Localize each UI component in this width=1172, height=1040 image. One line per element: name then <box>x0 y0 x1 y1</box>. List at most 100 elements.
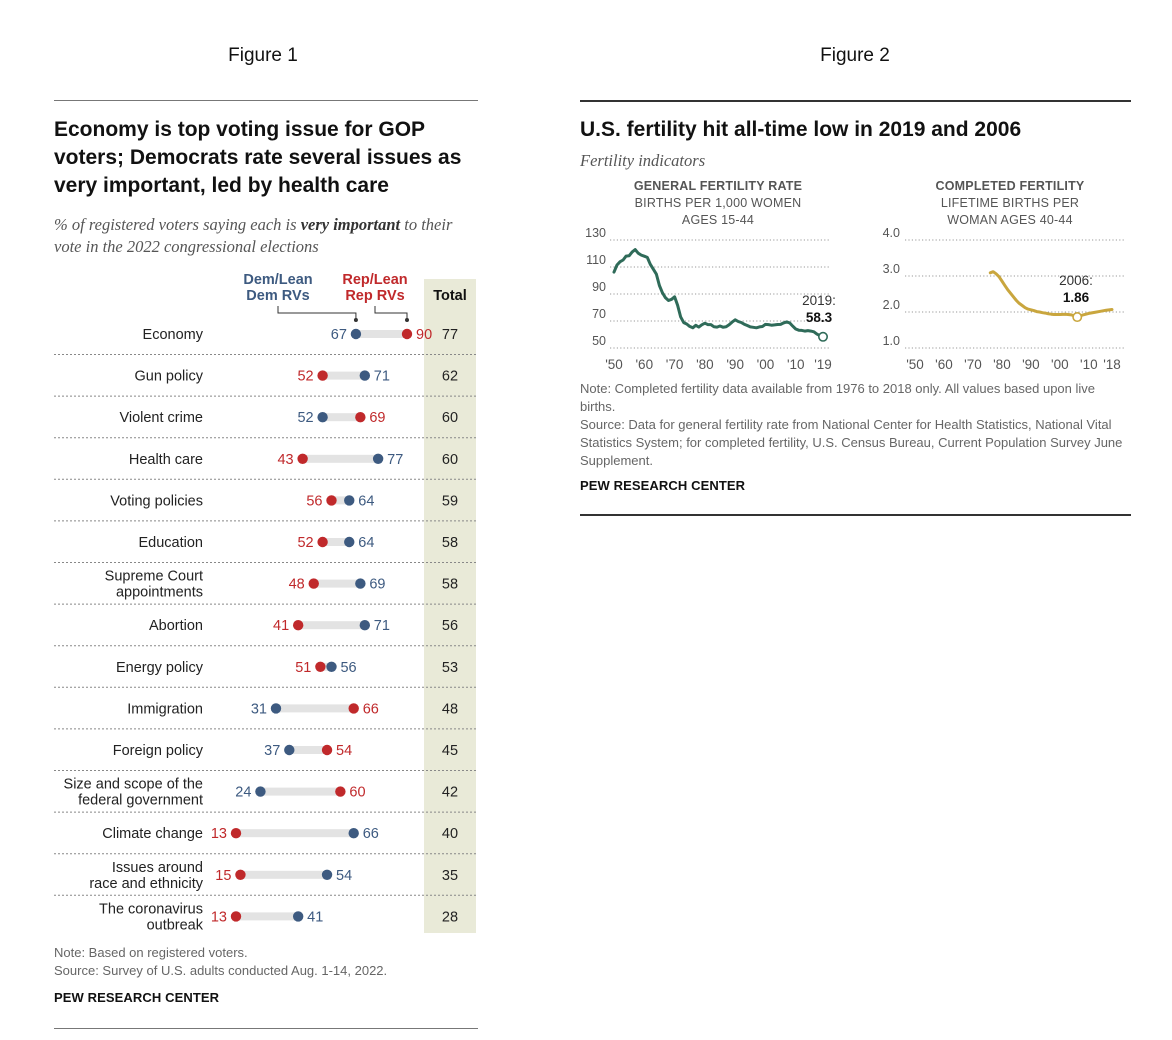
issue-label-line1: The coronavirus <box>99 901 203 917</box>
rep-value-label: 69 <box>369 410 385 426</box>
dem-leader-line <box>277 306 357 320</box>
figure-1-notes: Note: Based on registered voters. Source… <box>54 944 474 980</box>
dem-dot <box>321 869 333 880</box>
issue-label: Health care <box>129 452 203 468</box>
x-tick-label: '60 <box>635 357 653 372</box>
dem-value-label: 64 <box>358 493 374 509</box>
rep-value-label: 66 <box>363 701 379 717</box>
issue-row: Health care 77 43 60 <box>54 452 476 480</box>
issue-row: Foreign policy 37 54 45 <box>54 743 476 771</box>
rep-dot <box>297 453 308 464</box>
total-value: 56 <box>442 618 458 634</box>
panel-title-line: WOMAN AGES 40-44 <box>947 213 1072 227</box>
figure-1-source: Source: Survey of U.S. adults conducted … <box>54 963 388 978</box>
figure-2-bottom-rule <box>580 514 1131 516</box>
rep-value-label: 90 <box>416 327 432 343</box>
annotation-label: 2006: <box>1059 273 1093 288</box>
rep-value-label: 54 <box>336 743 352 759</box>
range-bar <box>289 746 328 754</box>
x-tick-label: '10 <box>1080 357 1098 372</box>
rep-dot <box>315 661 326 672</box>
issue-label: Voting policies <box>110 493 203 509</box>
range-bar <box>322 371 365 380</box>
x-tick-label: '90 <box>726 357 744 372</box>
dem-dot <box>350 328 362 340</box>
dem-dot <box>255 786 266 797</box>
dem-value-label: 71 <box>374 369 390 385</box>
issue-label: Energy policy <box>116 660 204 676</box>
issue-row: Violent crime 52 69 60 <box>54 410 476 439</box>
range-bar <box>236 829 354 838</box>
x-tick-label: '80 <box>696 357 714 372</box>
rep-dot <box>235 869 246 880</box>
dem-dot <box>284 744 295 756</box>
completed-fertility-panel: COMPLETED FERTILITY LIFETIME BIRTHS PER WO… <box>883 179 1125 372</box>
issue-label-line1: Size and scope of the <box>64 777 203 793</box>
total-value: 58 <box>442 577 458 593</box>
total-value: 58 <box>442 535 458 551</box>
figure-1-brand: PEW RESEARCH CENTER <box>54 990 220 1005</box>
rep-value-label: 52 <box>297 369 313 385</box>
figure-1-top-rule <box>54 100 478 101</box>
rep-dot <box>348 703 359 714</box>
subtitle-part-1: % of registered voters saying each is <box>54 215 301 234</box>
issue-row: Energy policy 56 51 53 <box>54 660 476 688</box>
dem-dot <box>359 370 371 381</box>
range-bar <box>322 413 361 422</box>
x-tick-label: '80 <box>993 357 1011 372</box>
dem-dot <box>348 828 359 839</box>
total-value: 28 <box>442 909 458 925</box>
figure-1-subtitle: % of registered voters saying each is ve… <box>54 214 474 258</box>
total-value: 60 <box>442 410 458 426</box>
figure-1-title: Economy is top voting issue for GOP vote… <box>54 118 462 197</box>
issue-label: Education <box>139 535 204 551</box>
figure-2-subtitle: Fertility indicators <box>580 151 706 170</box>
issue-row: Economy 67 90 77 <box>54 327 476 355</box>
issue-label: Economy <box>143 327 204 343</box>
issue-label-line2: appointments <box>116 585 203 601</box>
issue-label: Immigration <box>127 701 203 717</box>
range-bar <box>240 870 328 879</box>
panel-title-line: COMPLETED FERTILITY <box>936 179 1085 193</box>
issue-row: Education 64 52 58 <box>54 535 476 563</box>
header-total: Total <box>433 288 467 304</box>
x-tick-label: '10 <box>787 357 805 372</box>
total-value: 48 <box>442 701 458 717</box>
rep-value-label: 13 <box>211 909 227 925</box>
rep-dot <box>308 578 319 589</box>
figure-2-line-charts: GENERAL FERTILITY RATE BIRTHS PER 1,000 W… <box>585 179 1125 372</box>
figure-1-note: Note: Based on registered voters. <box>54 945 248 960</box>
y-tick-label: 90 <box>592 280 606 294</box>
rep-dot <box>326 495 337 506</box>
issue-row: Gun policy 71 52 62 <box>54 369 476 397</box>
dem-dot <box>317 412 328 423</box>
series-line <box>988 270 1114 319</box>
y-tick-label: 4.0 <box>883 226 900 240</box>
subtitle-emphasis: very important <box>300 215 401 234</box>
issue-label: Violent crime <box>119 410 203 426</box>
range-bar <box>302 454 379 463</box>
issue-label-line2: outbreak <box>147 917 204 933</box>
issue-row: Immigration 31 66 48 <box>54 701 476 730</box>
rep-dot <box>401 328 413 340</box>
range-bar <box>320 662 332 671</box>
figure-2-brand: PEW RESEARCH CENTER <box>580 478 746 493</box>
range-bar <box>298 621 365 630</box>
total-value: 45 <box>442 743 458 759</box>
annotation-marker <box>817 331 828 342</box>
issue-label-line2: federal government <box>78 793 203 809</box>
range-bar <box>322 538 350 546</box>
total-value: 40 <box>442 826 458 842</box>
issue-label: Foreign policy <box>113 743 204 759</box>
figure-2-notes: Note: Completed fertility data available… <box>580 380 1132 470</box>
rep-value-label: 43 <box>277 452 293 468</box>
dem-value-label: 37 <box>264 743 280 759</box>
dem-value-label: 77 <box>387 452 403 468</box>
header-rep-line2: Rep RVs <box>345 288 404 304</box>
dem-value-label: 56 <box>340 660 356 676</box>
issue-label: Abortion <box>149 618 203 634</box>
issue-label-line1: Supreme Court <box>105 569 203 585</box>
x-tick-label: '00 <box>757 357 775 372</box>
issue-label-line1: Issues around <box>112 860 203 876</box>
